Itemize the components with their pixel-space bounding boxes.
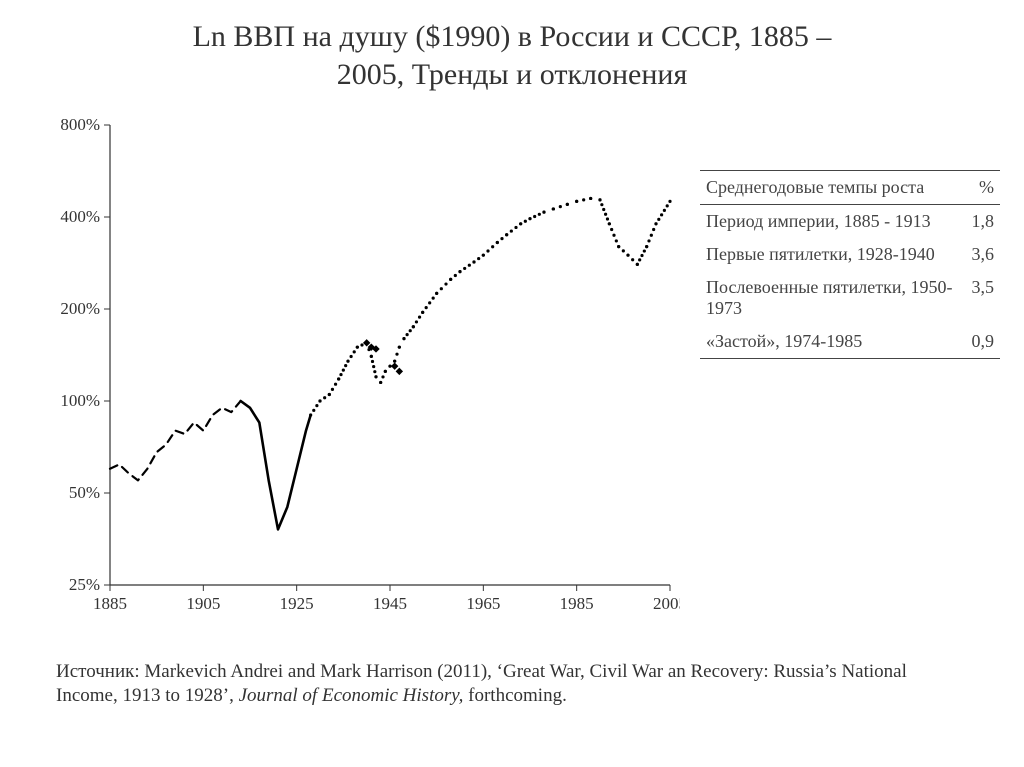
svg-text:1925: 1925 xyxy=(280,594,314,613)
source-citation: Источник: Markevich Andrei and Mark Harr… xyxy=(56,660,966,708)
table-header-row: Среднегодовые темпы роста % xyxy=(700,171,1000,205)
table-row-label: Послевоенные пятилетки, 1950-1973 xyxy=(700,271,966,325)
svg-text:1905: 1905 xyxy=(186,594,220,613)
svg-text:100%: 100% xyxy=(60,391,100,410)
table-row-value: 3,6 xyxy=(966,238,1001,271)
source-text-2: forthcoming. xyxy=(463,685,566,706)
table-row: «Застой», 1974-1985 0,9 xyxy=(700,325,1000,359)
table-row-label: «Застой», 1974-1985 xyxy=(700,325,966,359)
table-row-label: Первые пятилетки, 1928-1940 xyxy=(700,238,966,271)
source-italic: Journal of Economic History, xyxy=(239,685,464,706)
table-row-value: 3,5 xyxy=(966,271,1001,325)
table-row-value: 1,8 xyxy=(966,205,1001,239)
svg-text:1945: 1945 xyxy=(373,594,407,613)
table-row: Период империи, 1885 - 1913 1,8 xyxy=(700,205,1000,239)
svg-text:25%: 25% xyxy=(69,575,100,594)
svg-text:200%: 200% xyxy=(60,299,100,318)
svg-text:2005: 2005 xyxy=(653,594,680,613)
svg-text:400%: 400% xyxy=(60,207,100,226)
source-prefix: Источник: xyxy=(56,661,144,682)
gdp-chart: 25% 50% 100% 200% 400% 800% 1885 1905 1925 1945 19… xyxy=(40,115,680,635)
table-row: Первые пятилетки, 1928-1940 3,6 xyxy=(700,238,1000,271)
svg-text:800%: 800% xyxy=(60,115,100,134)
svg-text:50%: 50% xyxy=(69,483,100,502)
chart-container: 25% 50% 100% 200% 400% 800% 1885 1905 1925 1945 19… xyxy=(40,115,680,635)
svg-text:1985: 1985 xyxy=(560,594,594,613)
table-row-label: Период империи, 1885 - 1913 xyxy=(700,205,966,239)
title-line-1: Ln ВВП на душу ($1990) в России и СССР, … xyxy=(193,20,832,53)
page-title: Ln ВВП на душу ($1990) в России и СССР, … xyxy=(0,18,1024,93)
table-header-label: Среднегодовые темпы роста xyxy=(700,171,966,205)
table-row: Послевоенные пятилетки, 1950-1973 3,5 xyxy=(700,271,1000,325)
svg-text:1965: 1965 xyxy=(466,594,500,613)
title-line-2: 2005, Тренды и отклонения xyxy=(337,58,688,91)
table-row-value: 0,9 xyxy=(966,325,1001,359)
table-header-value: % xyxy=(966,171,1001,205)
svg-text:1885: 1885 xyxy=(93,594,127,613)
growth-rate-table: Среднегодовые темпы роста % Период импер… xyxy=(700,170,1000,359)
